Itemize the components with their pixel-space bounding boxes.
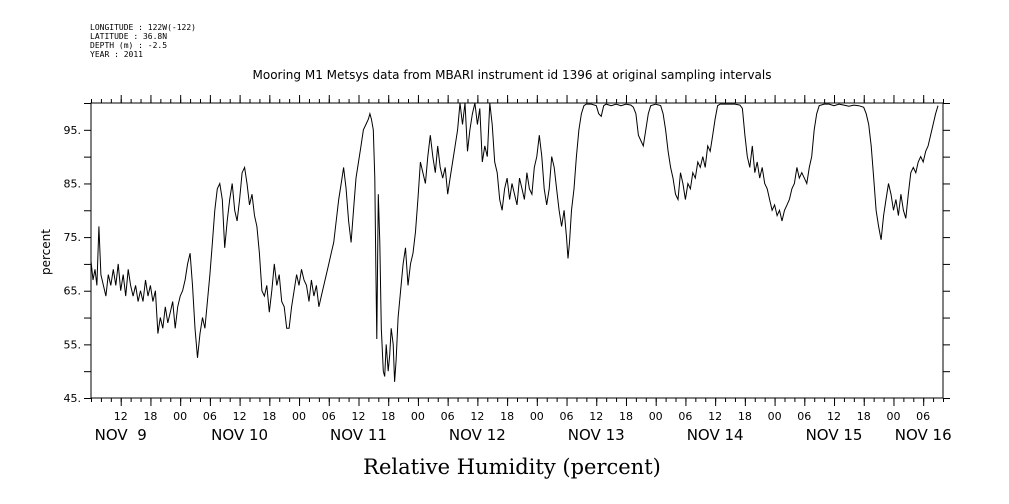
y-axis-label: percent	[39, 229, 53, 275]
x-tick-label: 12	[708, 410, 722, 423]
x-tick-label: 06	[203, 410, 217, 423]
y-tick-label: 55.	[64, 338, 82, 351]
x-tick-label: 00	[886, 410, 900, 423]
x-day-label: NOV 12	[449, 426, 506, 444]
x-tick-label: 06	[916, 410, 930, 423]
metadata-block: LONGITUDE : 122W(-122) LATITUDE : 36.8N …	[90, 23, 196, 59]
x-tick-label: 00	[530, 410, 544, 423]
chart-title: Mooring M1 Metsys data from MBARI instru…	[253, 68, 772, 82]
meta-latitude: LATITUDE : 36.8N	[90, 32, 167, 41]
x-tick-label: 12	[351, 410, 365, 423]
y-tick-label: 65.	[64, 285, 82, 298]
x-day-label: NOV 10	[211, 426, 268, 444]
x-tick-label: 00	[292, 410, 306, 423]
x-day-label: NOV 11	[330, 426, 387, 444]
x-tick-label: 12	[233, 410, 247, 423]
x-tick-label: 18	[143, 410, 157, 423]
plot-frame	[90, 102, 944, 399]
y-tick-label: 95.	[64, 124, 82, 137]
series-line	[90, 102, 939, 382]
series-group	[90, 102, 939, 382]
x-tick-label: 18	[500, 410, 514, 423]
meta-year: YEAR : 2011	[90, 50, 143, 59]
meta-longitude: LONGITUDE : 122W(-122)	[90, 23, 196, 32]
x-tick-label: 00	[173, 410, 187, 423]
x-day-label: NOV 14	[687, 426, 744, 444]
x-tick-label: 06	[678, 410, 692, 423]
x-tick-label: 00	[649, 410, 663, 423]
x-day-label: NOV 16	[895, 426, 952, 444]
x-day-label: NOV 13	[568, 426, 625, 444]
x-tick-label: 06	[322, 410, 336, 423]
x-tick-label: 12	[470, 410, 484, 423]
x-tick-label: 00	[411, 410, 425, 423]
x-tick-label: 18	[381, 410, 395, 423]
x-day-label: NOV 15	[806, 426, 863, 444]
meta-depth: DEPTH (m) : -2.5	[90, 41, 167, 50]
x-tick-label: 18	[262, 410, 276, 423]
x-tick-label: 12	[589, 410, 603, 423]
x-tick-label: 06	[441, 410, 455, 423]
x-tick-label: 12	[114, 410, 128, 423]
x-tick-label: 18	[619, 410, 633, 423]
x-tick-label: 18	[857, 410, 871, 423]
axes: 12 18 00 06 12 18 00 06 12 18 00 06 12 18 00 06 12 18 00 06…	[64, 95, 952, 444]
y-tick-label: 45.	[64, 392, 82, 405]
y-tick-label: 75.	[64, 231, 82, 244]
x-tick-label: 00	[768, 410, 782, 423]
x-tick-label: 06	[797, 410, 811, 423]
x-tick-label: 12	[827, 410, 841, 423]
x-axis-label: Relative Humidity (percent)	[363, 455, 661, 479]
x-tick-label: 06	[560, 410, 574, 423]
x-tick-label: 18	[738, 410, 752, 423]
x-day-label: NOV 9	[95, 426, 147, 444]
y-tick-label: 85.	[64, 177, 82, 190]
